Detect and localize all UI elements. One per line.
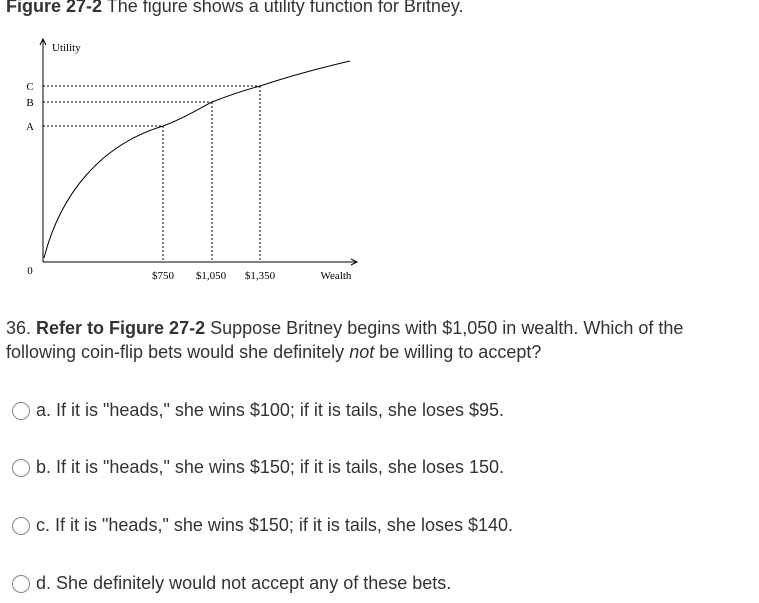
option-text: a. If it is "heads," she wins $100; if i… — [36, 400, 505, 420]
question-text: be willing to accept? — [379, 342, 542, 362]
radio-button[interactable] — [12, 516, 30, 535]
option[interactable]: c. If it is "heads," she wins $150; if i… — [12, 515, 513, 536]
y-arrow — [39, 37, 47, 46]
x-arrow — [350, 258, 359, 266]
option-text: b. If it is "heads," she wins $150; if i… — [36, 457, 505, 477]
y-label: 0 — [27, 265, 33, 277]
y-axis-label: Utility — [52, 42, 81, 54]
question-reference: Refer to Figure 27-2 — [36, 318, 206, 338]
y-label: B — [26, 97, 33, 109]
option-text: c. If it is "heads," she wins $150; if i… — [36, 515, 514, 535]
radio-button[interactable] — [12, 401, 30, 420]
x-label: $1,350 — [245, 270, 276, 282]
option[interactable]: a. If it is "heads," she wins $100; if i… — [12, 400, 504, 421]
question-emphasis: not — [349, 342, 375, 362]
y-label: A — [26, 121, 34, 133]
utility-figure: Utility C B A 0 $750 $1,050 $1,350 Wealt… — [26, 37, 359, 282]
radio-button[interactable] — [12, 458, 30, 477]
option[interactable]: d. She definitely would not accept any o… — [12, 573, 451, 594]
utility-curve — [43, 60, 351, 259]
x-label: $1,050 — [196, 270, 227, 282]
option[interactable]: b. If it is "heads," she wins $150; if i… — [12, 457, 504, 478]
question: 36. Refer to Figure 27-2 Suppose Britney… — [6, 316, 726, 364]
option-text: d. She definitely would not accept any o… — [36, 573, 452, 593]
y-label: C — [26, 81, 33, 93]
x-label: $750 — [152, 270, 175, 282]
figure-label: Figure 27-2 — [6, 0, 103, 16]
x-axis-label: Wealth — [321, 270, 352, 282]
radio-button[interactable] — [12, 574, 30, 593]
question-number: 36. — [6, 318, 32, 338]
question-text: Suppose Britney begins with $1,050 in we… — [6, 318, 684, 362]
figure-title: The figure shows a utility function for … — [106, 0, 464, 16]
figure-caption: Figure 27-2 The figure shows a utility f… — [6, 0, 464, 17]
